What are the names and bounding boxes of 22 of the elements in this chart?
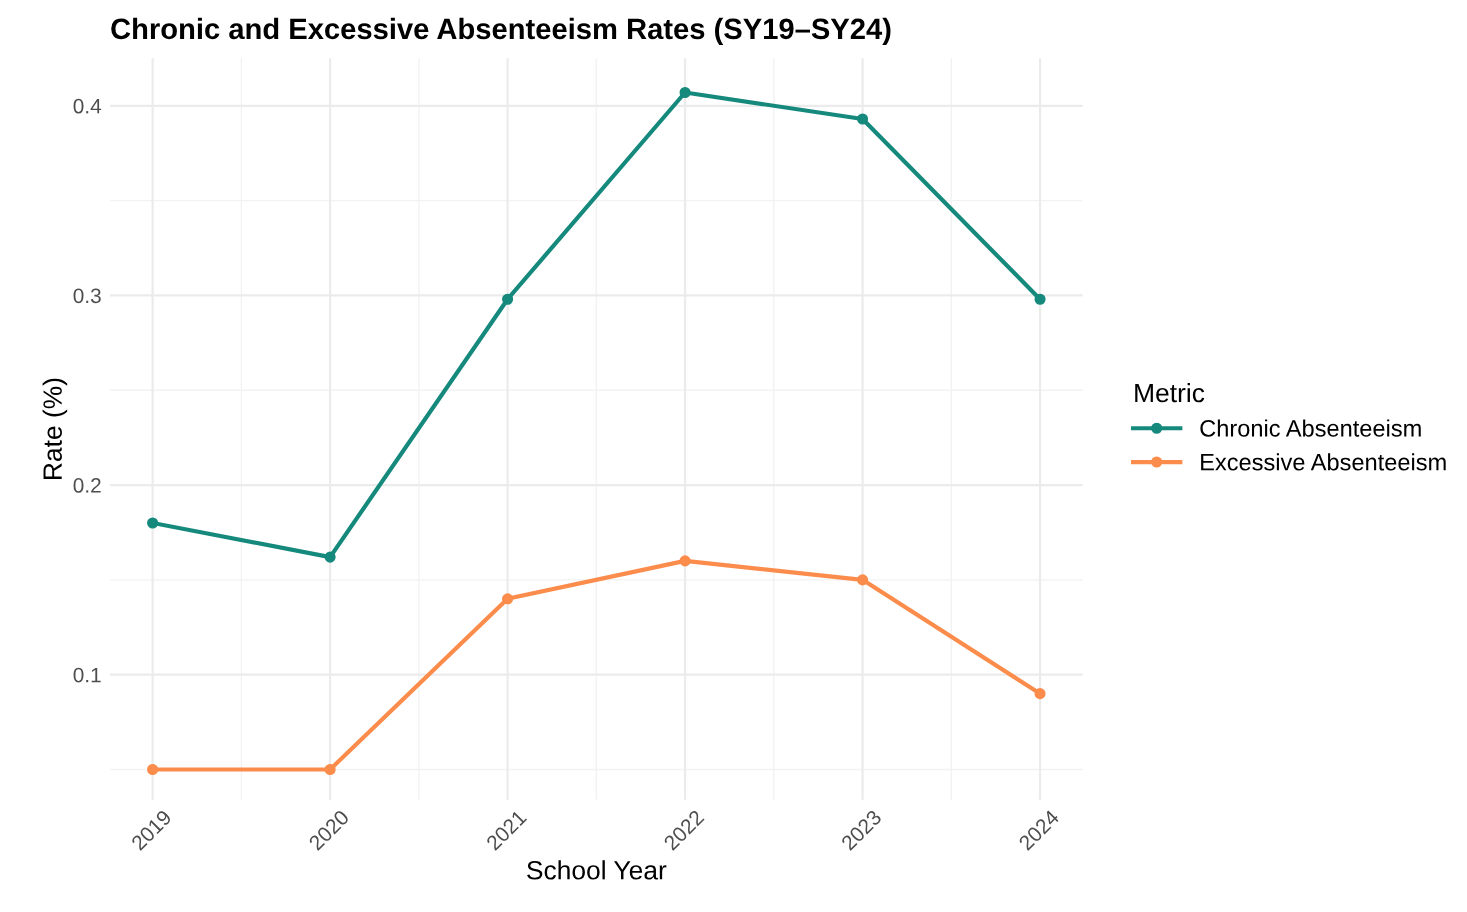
point xyxy=(1034,293,1046,305)
point xyxy=(502,293,514,305)
y-tick-label: 0.4 xyxy=(73,98,102,114)
legend-label: Excessive Absenteeism xyxy=(1201,453,1446,471)
point xyxy=(679,86,691,99)
x-axis-title: School Year xyxy=(527,860,667,880)
y-axis-title: Rate (%) xyxy=(42,378,68,479)
chart-title: Chronic and Excessive Absenteeism Rates (SY19–SY24) xyxy=(111,17,891,45)
point xyxy=(324,551,336,563)
point xyxy=(147,517,159,529)
point xyxy=(147,763,159,776)
point xyxy=(1034,688,1046,700)
y-tick-label: 0.3 xyxy=(73,288,101,304)
y-tick-label: 0.2 xyxy=(73,478,101,493)
point xyxy=(679,555,691,567)
legend-title: Metric xyxy=(1135,382,1205,403)
y-tick-label: 0.1 xyxy=(73,667,101,683)
point xyxy=(502,593,514,605)
point xyxy=(857,113,869,125)
point xyxy=(324,763,336,776)
point xyxy=(857,574,869,586)
legend-label: Chronic Absenteeism xyxy=(1200,419,1421,437)
